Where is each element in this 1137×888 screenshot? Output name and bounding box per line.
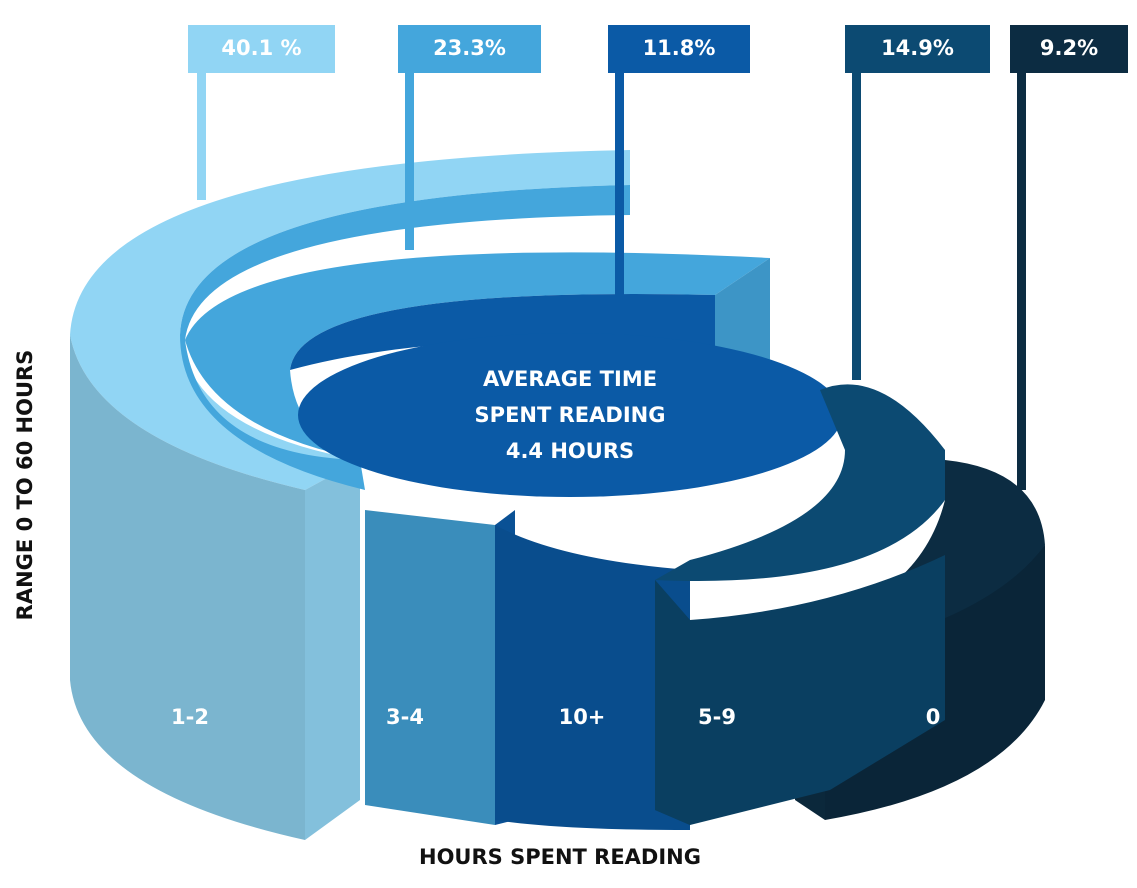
flag-pole — [1017, 40, 1026, 490]
x-axis-label: HOURS SPENT READING — [419, 845, 701, 869]
flag-pole — [852, 40, 861, 380]
segment-side — [305, 460, 360, 840]
value-label: 23.3% — [433, 36, 506, 60]
flag — [1010, 25, 1128, 73]
center-text: AVERAGE TIME — [483, 367, 657, 391]
segment-front — [365, 510, 495, 825]
flag-pole — [615, 40, 624, 335]
segment-top — [655, 384, 945, 581]
category-label: 10+ — [559, 705, 606, 729]
flag — [608, 25, 750, 73]
flag-pole — [405, 40, 414, 250]
y-axis-label: RANGE 0 TO 60 HOURS — [13, 350, 37, 621]
flag — [845, 25, 990, 73]
value-label: 9.2% — [1040, 36, 1098, 60]
category-label: 1-2 — [171, 705, 209, 729]
category-label: 0 — [926, 705, 941, 729]
flag — [188, 25, 335, 73]
segment-front — [495, 525, 690, 830]
center-text: SPENT READING — [475, 403, 666, 427]
value-label: 14.9% — [881, 36, 954, 60]
center-text: 4.4 HOURS — [506, 439, 634, 463]
segment-top — [795, 460, 1045, 655]
flag-pole — [197, 40, 206, 200]
segment-front — [655, 555, 945, 825]
category-label: 5-9 — [698, 705, 736, 729]
center-disc — [298, 333, 842, 497]
flag — [398, 25, 541, 73]
segment-front — [70, 335, 305, 840]
value-label: 11.8% — [643, 36, 716, 60]
category-label: 3-4 — [386, 705, 424, 729]
value-label: 40.1 % — [221, 36, 301, 60]
